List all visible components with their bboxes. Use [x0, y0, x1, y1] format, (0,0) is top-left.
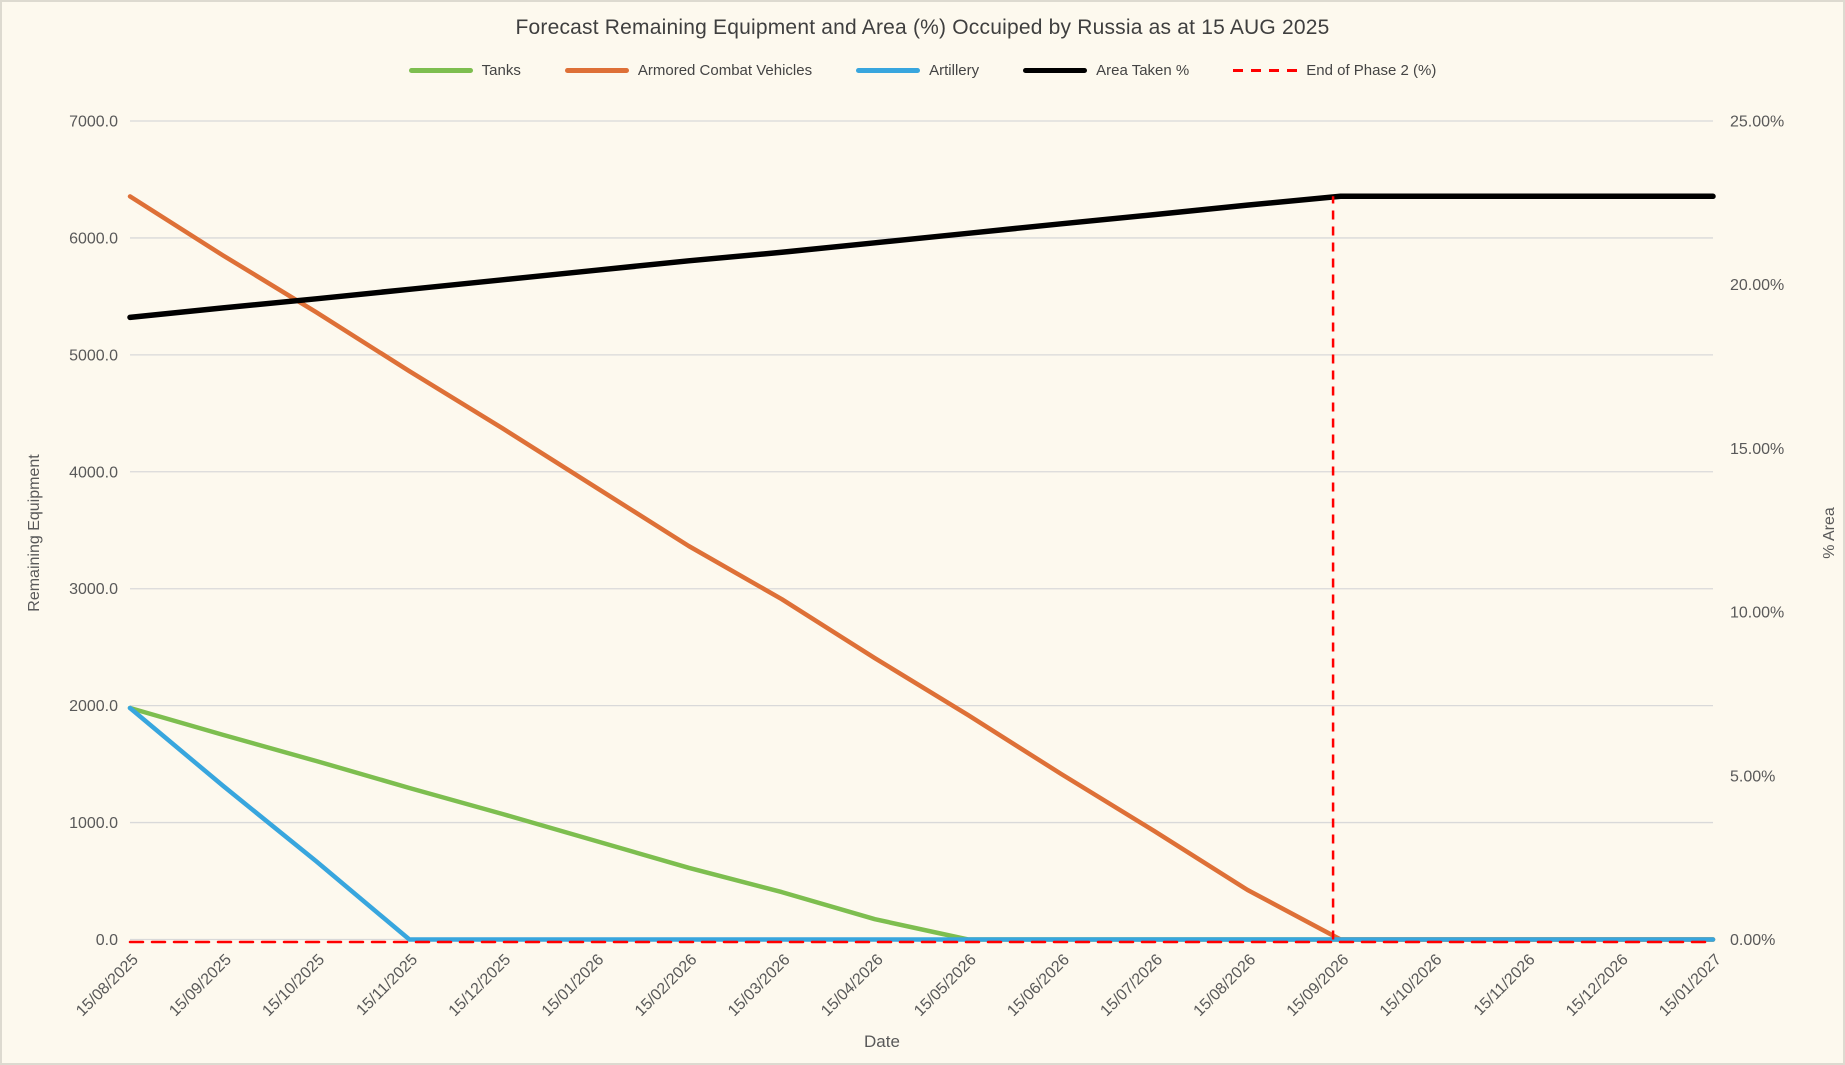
- y-left-tick-label: 3000.0: [69, 581, 118, 598]
- y-right-tick-label: 0.00%: [1730, 932, 1775, 949]
- x-tick-label: 15/08/2026: [1191, 951, 1260, 1020]
- y-right-tick-label: 10.00%: [1730, 605, 1784, 622]
- x-tick-label: 15/04/2026: [818, 951, 887, 1020]
- y-left-tick-label: 7000.0: [69, 114, 118, 131]
- legend-label: Area Taken %: [1096, 62, 1190, 79]
- legend-item-tanks: Tanks: [408, 62, 521, 79]
- x-tick-label: 15/03/2026: [725, 951, 794, 1020]
- y-right-tick-label: 15.00%: [1730, 441, 1784, 458]
- y-left-tick-label: 4000.0: [69, 464, 118, 481]
- x-tick-label: 15/11/2026: [1471, 951, 1539, 1019]
- legend-swatch-end-of-phase-2: [1233, 69, 1298, 72]
- chart-legend: Tanks Armored Combat Vehicles Artillery Are…: [2, 62, 1843, 79]
- legend-swatch-artillery: [856, 68, 921, 73]
- x-tick-label: 15/01/2026: [539, 951, 608, 1020]
- legend-item-area-taken: Area Taken %: [1023, 62, 1189, 79]
- series-line-artillery: [127, 705, 1716, 942]
- y-axis-title-right: % Area: [1821, 507, 1838, 559]
- y-left-tick-label: 1000.0: [69, 815, 118, 832]
- x-axis-title: Date: [864, 1032, 900, 1051]
- legend-label: Armored Combat Vehicles: [637, 62, 813, 79]
- x-tick-label: 15/09/2026: [1284, 951, 1353, 1020]
- legend-label: Tanks: [481, 62, 521, 79]
- x-tick-label: 15/06/2026: [1004, 951, 1073, 1020]
- y-left-tick-label: 5000.0: [69, 347, 118, 364]
- x-tick-label: 15/07/2026: [1097, 951, 1166, 1020]
- series-line-armored-combat-vehicles: [127, 194, 1716, 942]
- legend-swatch-tanks: [408, 68, 473, 73]
- x-tick-label: 15/11/2025: [353, 951, 421, 1019]
- y-right-tick-label: 20.00%: [1730, 277, 1784, 294]
- x-tick-label: 15/10/2026: [1377, 951, 1446, 1020]
- y-left-tick-label: 2000.0: [69, 698, 118, 715]
- legend-item-artillery: Artillery: [856, 62, 979, 79]
- y-right-tick-label: 25.00%: [1730, 114, 1784, 131]
- y-left-tick-label: 6000.0: [69, 230, 118, 247]
- legend-swatch-armored-combat-vehicles: [564, 68, 629, 73]
- x-tick-label: 15/02/2026: [632, 951, 701, 1020]
- x-tick-label: 15/10/2025: [259, 951, 328, 1020]
- legend-label: Artillery: [929, 62, 980, 79]
- chart-title: Forecast Remaining Equipment and Area (%…: [515, 16, 1330, 39]
- x-tick-label: 15/12/2025: [446, 951, 515, 1020]
- x-tick-label: 15/08/2025: [73, 951, 142, 1020]
- y-axis-title-left: Remaining Equipment: [26, 454, 43, 612]
- legend-item-end-of-phase-2: End of Phase 2 (%): [1233, 62, 1436, 79]
- y-left-tick-label: 0.0: [96, 932, 118, 949]
- y-right-tick-label: 5.00%: [1730, 768, 1775, 785]
- x-tick-label: 15/01/2027: [1656, 951, 1725, 1020]
- x-tick-label: 15/12/2026: [1563, 951, 1632, 1020]
- x-tick-label: 15/09/2025: [166, 951, 235, 1020]
- x-tick-label: 15/05/2026: [911, 951, 980, 1020]
- legend-item-armored-combat-vehicles: Armored Combat Vehicles: [564, 62, 813, 79]
- legend-label: End of Phase 2 (%): [1306, 62, 1437, 79]
- legend-swatch-area-taken: [1023, 68, 1088, 73]
- series-line-area-taken: [127, 193, 1716, 321]
